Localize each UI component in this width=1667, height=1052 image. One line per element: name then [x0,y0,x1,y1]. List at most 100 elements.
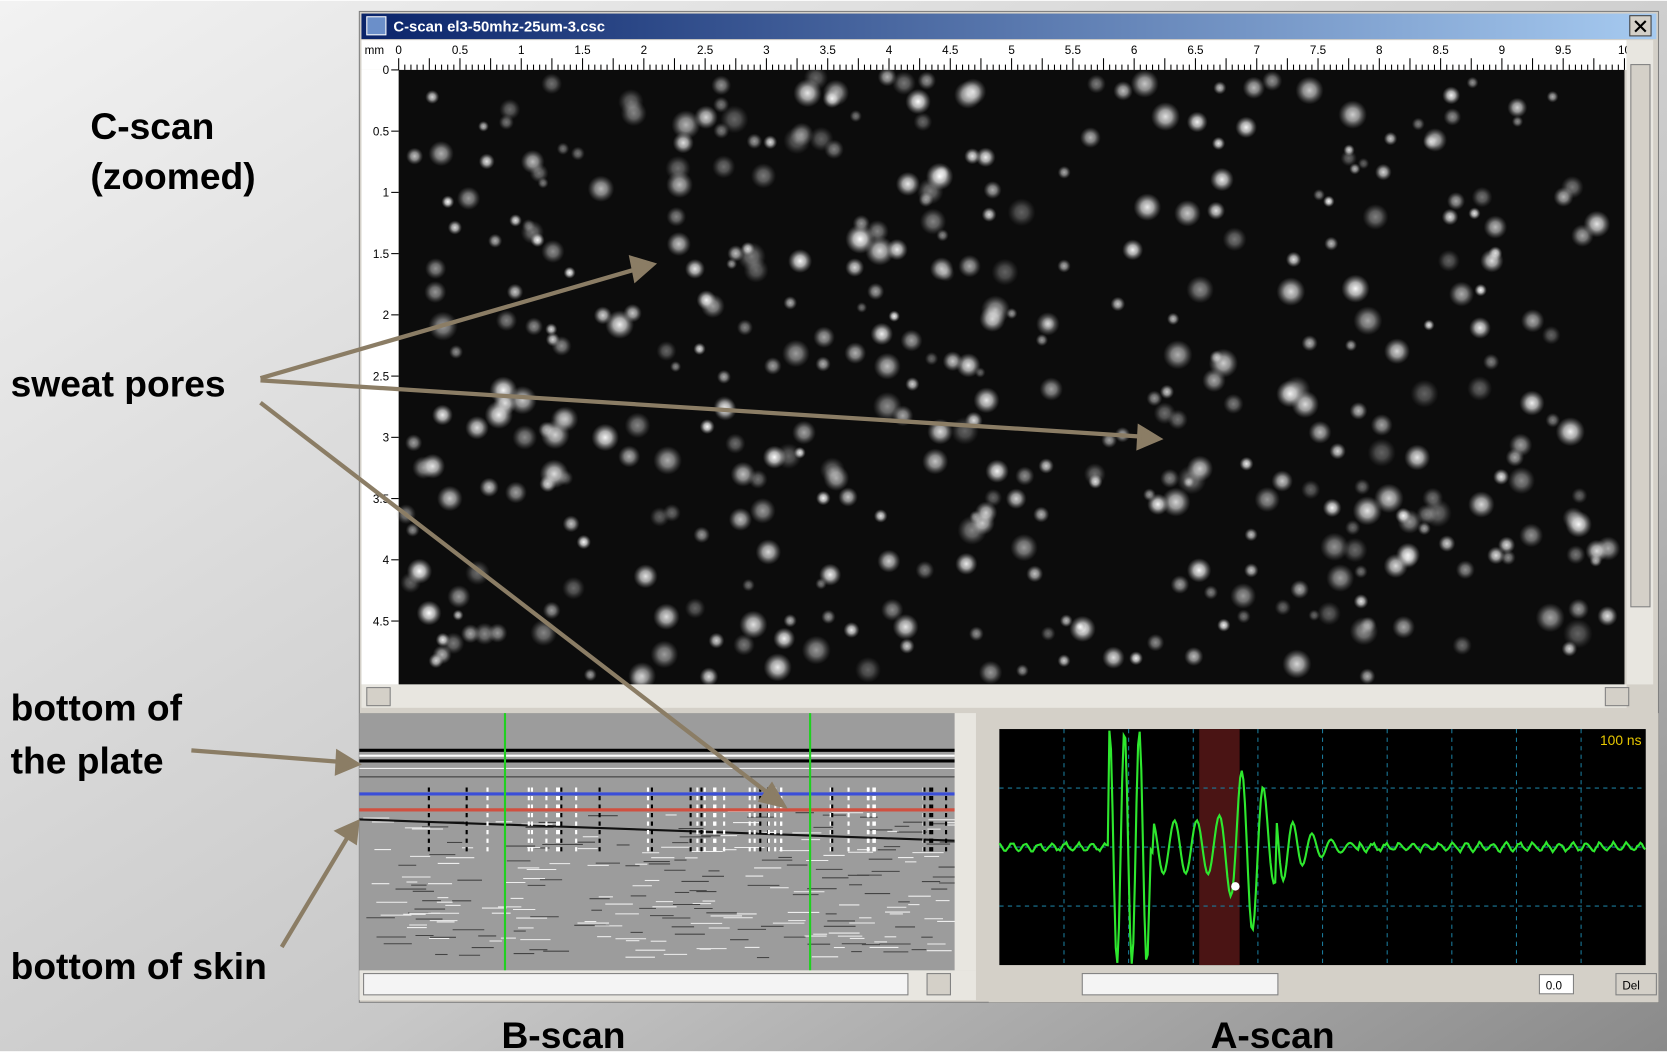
pore [479,478,498,497]
pore [1493,469,1509,485]
pore [981,295,1010,324]
pore [700,419,715,434]
pore [1341,275,1369,303]
pore [424,281,446,303]
x-ruler-label: 8.5 [1432,44,1449,57]
pore [1561,176,1584,199]
pore [1487,547,1505,565]
pore [1223,227,1247,251]
pore [507,284,523,300]
pore [530,619,557,646]
pore [1439,535,1456,552]
pore [969,626,984,641]
pore [1239,457,1253,471]
pore [1442,86,1460,104]
b-scan-scroll-right[interactable] [927,974,950,995]
pore [1438,250,1460,272]
pore [1418,522,1431,535]
pore [1276,380,1303,407]
pore [1210,168,1234,192]
x-ruler-label: 6.5 [1187,44,1204,57]
pore [1442,209,1459,226]
pore [922,448,948,474]
pore [878,67,897,86]
b-scan-v-scrollbar[interactable] [955,713,976,970]
pore [552,336,572,356]
pore [1423,134,1439,150]
pore [764,357,782,375]
pore [1058,166,1071,179]
pore [1174,200,1201,227]
pore [1309,421,1332,444]
pore [1359,668,1375,684]
pore [1317,602,1341,626]
pore [1084,463,1106,485]
panel-label: A-scan [1211,1014,1335,1052]
pore [899,638,914,653]
pore [1447,192,1465,210]
pore [742,579,755,592]
scroll-right[interactable] [1605,688,1628,706]
y-ruler-label: 4.5 [373,615,390,628]
pore [874,509,888,523]
pore [1271,470,1292,491]
b-scan-scroll-track[interactable] [364,974,908,995]
pore [788,249,812,273]
pore [764,653,792,681]
pore [763,135,777,149]
x-ruler-label: 0 [395,44,402,57]
pore [747,133,763,149]
pore [1217,619,1230,632]
pore [1060,614,1073,627]
pore [720,105,748,133]
pore [407,559,432,584]
window-icon [367,17,386,35]
pore [1323,196,1334,207]
pore [958,255,981,278]
pore [1343,538,1368,563]
pore [1033,506,1049,522]
pore [991,259,1018,286]
x-ruler-label: 1 [518,44,525,57]
pore [1243,77,1265,99]
screenshot: C-scan el3-50mhz-25um-3.csc mm 00.511.52… [0,0,1667,1052]
pore [867,283,884,300]
pore [1368,439,1396,467]
pore [1536,603,1565,632]
a-scan-slider[interactable] [1082,974,1278,995]
pore [653,603,680,630]
pore [1565,511,1591,537]
pore [1213,81,1226,94]
pore [1026,565,1043,582]
pore [744,258,769,283]
pore [739,611,767,639]
pore [1410,380,1438,408]
scroll-left[interactable] [367,688,390,706]
pore [1326,564,1354,592]
pore [783,614,796,627]
h-scrollbar[interactable] [361,684,1626,707]
x-ruler-label: 3.5 [820,44,837,57]
pore [1449,282,1474,307]
pore [1519,390,1544,415]
y-ruler-label: 1 [383,187,390,200]
pore [525,317,543,335]
pore [543,602,561,620]
v-scroll-thumb[interactable] [1631,65,1650,607]
pore [1277,277,1306,306]
pore [553,406,579,432]
pore [1010,534,1037,561]
pore [982,207,997,222]
pore [886,239,908,261]
pore [670,361,681,372]
pore [1384,132,1397,145]
time-scale: 100 ns [1600,732,1642,748]
pore [819,564,841,586]
pore [783,296,797,310]
pore [844,342,866,364]
pore [925,352,938,365]
pore [478,121,489,132]
x-ruler-label: 4 [886,44,893,57]
pore [666,207,686,227]
pore [1566,545,1585,564]
